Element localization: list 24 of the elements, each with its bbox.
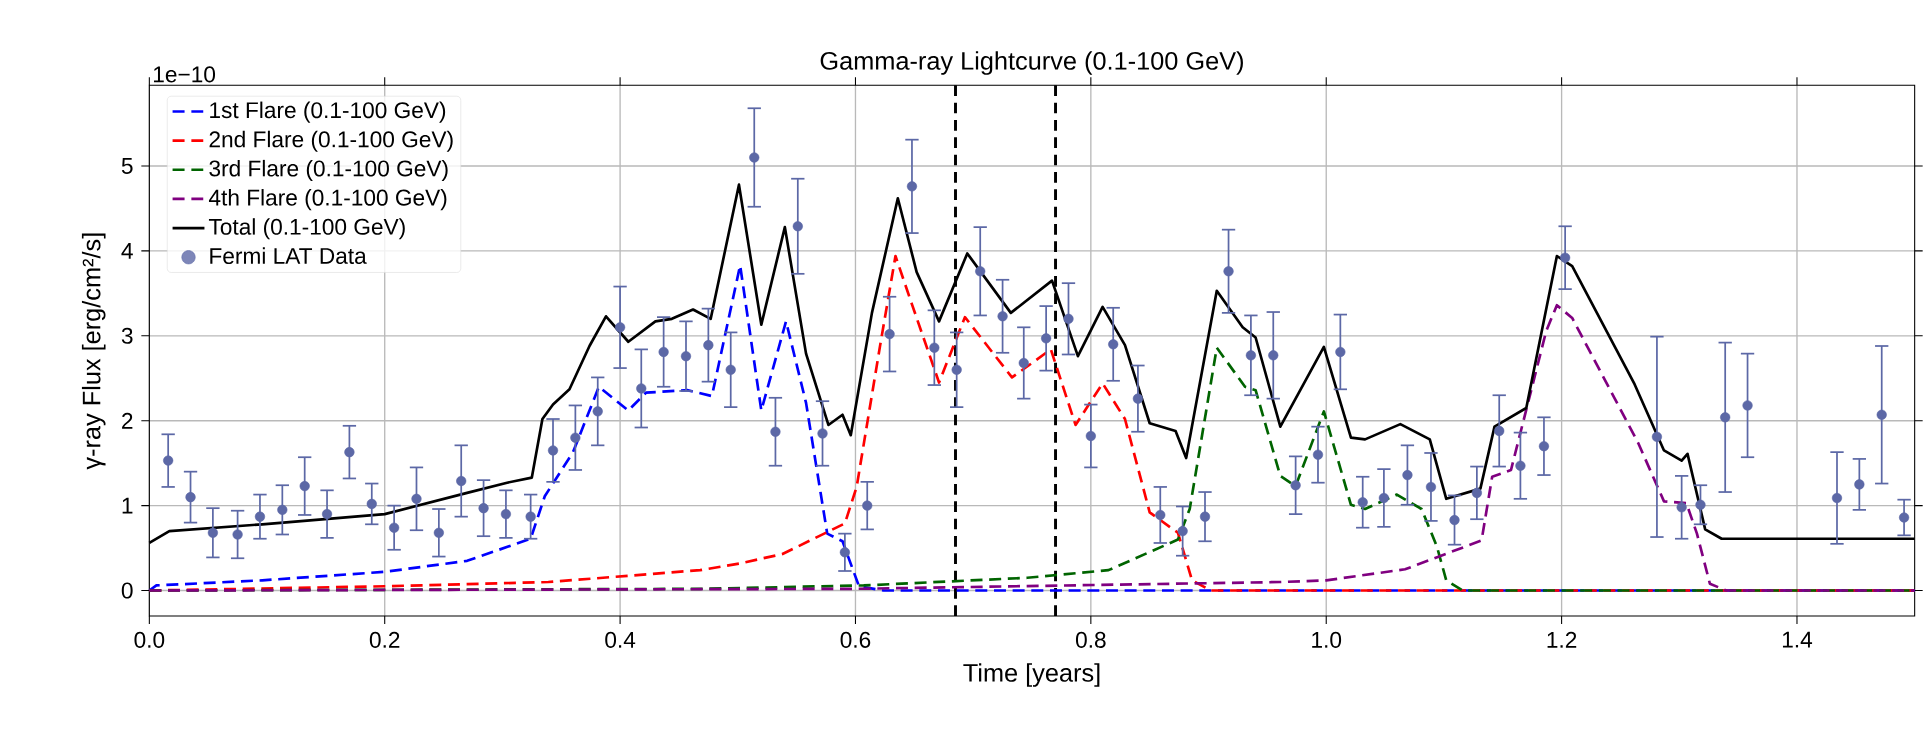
y-tick-label: 0 bbox=[121, 582, 133, 599]
y-tick-label: 4 bbox=[121, 243, 133, 259]
x-tick-label: 1.4 bbox=[1782, 631, 1813, 648]
x-tick-label: 0.0 bbox=[134, 631, 165, 648]
legend-label: 2nd Flare (0.1-100 GeV) bbox=[209, 130, 453, 152]
legend-label: Fermi LAT Data bbox=[210, 247, 367, 264]
legend-label: 4th Flare (0.1-100 GeV) bbox=[208, 189, 447, 211]
x-tick-label: 0.8 bbox=[1075, 631, 1106, 648]
y-tick-label: 3 bbox=[121, 327, 133, 344]
y-tick-label: 1 bbox=[122, 497, 133, 514]
x-tick-label: 0.2 bbox=[369, 631, 400, 648]
y-tick-label: 5 bbox=[121, 158, 133, 174]
text: 1e−10 bbox=[154, 66, 216, 83]
y-tick-label: 2 bbox=[122, 412, 133, 429]
x-tick-label: 0.6 bbox=[840, 631, 871, 648]
y-axis-title: γ-ray Flux [erg/cm²/s] bbox=[81, 233, 106, 470]
legend-label: Total (0.1-100 GeV) bbox=[208, 218, 405, 240]
legend-label: 1st Flare (0.1-100 GeV) bbox=[210, 101, 446, 123]
x-tick-label: 1.0 bbox=[1312, 631, 1342, 648]
chart-title: Gamma-ray Lightcurve (0.1-100 GeV) bbox=[820, 51, 1243, 75]
x-axis-title: Time [years] bbox=[963, 663, 1100, 687]
legend-label: 3rd Flare (0.1-100 GeV) bbox=[209, 159, 448, 181]
x-tick-label: 1.2 bbox=[1547, 631, 1577, 648]
x-tick-label: 0.4 bbox=[605, 631, 636, 648]
